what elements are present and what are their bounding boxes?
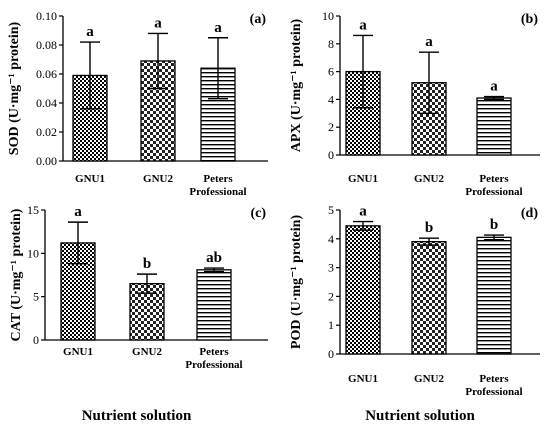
x-tick-label: Peters Professional (465, 173, 522, 198)
significance-letter: b (143, 256, 151, 272)
chart-panel-2: 0 2 4 6 8 10 APX (U·mg⁻¹ protein) (b) a GNU1 a GNU2… (289, 9, 540, 198)
y-tick-label: 0.04 (36, 96, 57, 110)
significance-letter: a (154, 15, 162, 31)
y-tick-label: 6 (328, 65, 334, 79)
x-tick-label: GNU1 (348, 373, 378, 385)
significance-letter: a (359, 17, 367, 33)
y-tick-label: 0 (328, 347, 334, 361)
y-tick-label: 5 (33, 290, 39, 304)
x-tick-label: GNU2 (414, 373, 444, 385)
y-axis-label: POD (U·mg⁻¹ protein) (289, 215, 304, 350)
x-tick-label: GNU2 (143, 173, 173, 185)
y-tick-label: 0.00 (36, 154, 57, 168)
panel-label: (d) (521, 206, 538, 221)
y-tick-label: 8 (328, 37, 334, 51)
y-tick-label: 5 (328, 203, 334, 217)
x-axis-label: Nutrient solution (365, 408, 475, 424)
chart-panel-4: 0 1 2 3 4 5 POD (U·mg⁻¹ protein) (d) a GNU1 b GNU2 b… (289, 203, 540, 424)
bar (196, 269, 232, 341)
x-tick-label: GNU2 (132, 346, 162, 358)
y-tick-label: 2 (328, 120, 334, 134)
x-tick-label: Peters Professional (189, 173, 246, 198)
y-tick-label: 10 (322, 9, 334, 23)
significance-letter: b (425, 220, 433, 236)
y-tick-label: 4 (328, 232, 334, 246)
y-tick-label: 15 (27, 203, 39, 217)
panel-label: (c) (250, 206, 266, 221)
y-tick-label: 4 (328, 92, 334, 106)
y-axis-label: CAT (U·mg⁻¹ protein) (9, 208, 24, 341)
significance-letter: a (74, 204, 82, 220)
y-tick-label: 10 (27, 246, 39, 260)
bar (411, 241, 447, 355)
y-tick-label: 0.08 (36, 38, 57, 52)
y-tick-label: 2 (328, 289, 334, 303)
x-tick-label: Peters Professional (185, 346, 242, 371)
chart-panel-1: 0.00 0.02 0.04 0.06 0.08 0.10 SOD (U·mg⁻¹ prot… (7, 9, 268, 198)
y-tick-label: 0.06 (36, 67, 57, 81)
significance-letter: a (86, 24, 94, 40)
x-tick-label: GNU1 (63, 346, 93, 358)
x-tick-label: Peters Professional (465, 373, 522, 398)
significance-letter: a (214, 20, 222, 36)
significance-letter: a (425, 34, 433, 50)
panel-label: (a) (250, 12, 267, 27)
significance-letter: a (359, 204, 367, 220)
y-tick-label: 3 (328, 261, 334, 275)
x-axis-label: Nutrient solution (82, 408, 192, 424)
y-tick-label: 0.10 (36, 9, 57, 23)
bar (200, 67, 236, 162)
y-tick-label: 1 (328, 318, 334, 332)
x-tick-label: GNU1 (348, 173, 378, 185)
y-axis-label: SOD (U·mg⁻¹ protein) (7, 21, 22, 155)
significance-letter: ab (206, 250, 222, 266)
bar (476, 97, 512, 156)
significance-letter: b (490, 217, 498, 233)
panel-label: (b) (521, 12, 538, 27)
x-tick-label: GNU1 (75, 173, 105, 185)
y-tick-label: 0 (328, 148, 334, 162)
bar (476, 236, 512, 355)
significance-letter: a (490, 79, 498, 95)
x-tick-label: GNU2 (414, 173, 444, 185)
bar (345, 225, 381, 355)
y-tick-label: 0.02 (36, 125, 57, 139)
y-tick-label: 0 (33, 333, 39, 347)
y-axis-label: APX (U·mg⁻¹ protein) (289, 18, 304, 152)
